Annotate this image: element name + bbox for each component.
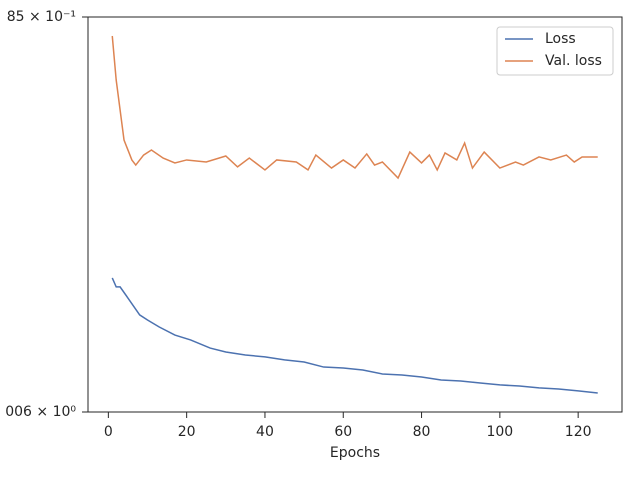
x-tick-label: 100: [486, 424, 513, 440]
y-tick-label: 85 × 10⁻¹: [7, 9, 76, 25]
x-tick-label: 80: [413, 424, 431, 440]
x-tick-label: 120: [565, 424, 592, 440]
x-axis-label: Epochs: [330, 445, 380, 461]
line-series: [111, 277, 598, 394]
line-series: [111, 35, 598, 180]
plot-frame: [87, 16, 623, 413]
legend-label: Val. loss: [545, 53, 602, 69]
legend-label: Loss: [545, 31, 576, 47]
y-tick-label: 006 × 10⁰: [5, 404, 76, 420]
x-tick-label: 0: [104, 424, 113, 440]
x-tick-label: 40: [256, 424, 274, 440]
x-tick-label: 20: [178, 424, 196, 440]
x-tick-label: 60: [334, 424, 352, 440]
